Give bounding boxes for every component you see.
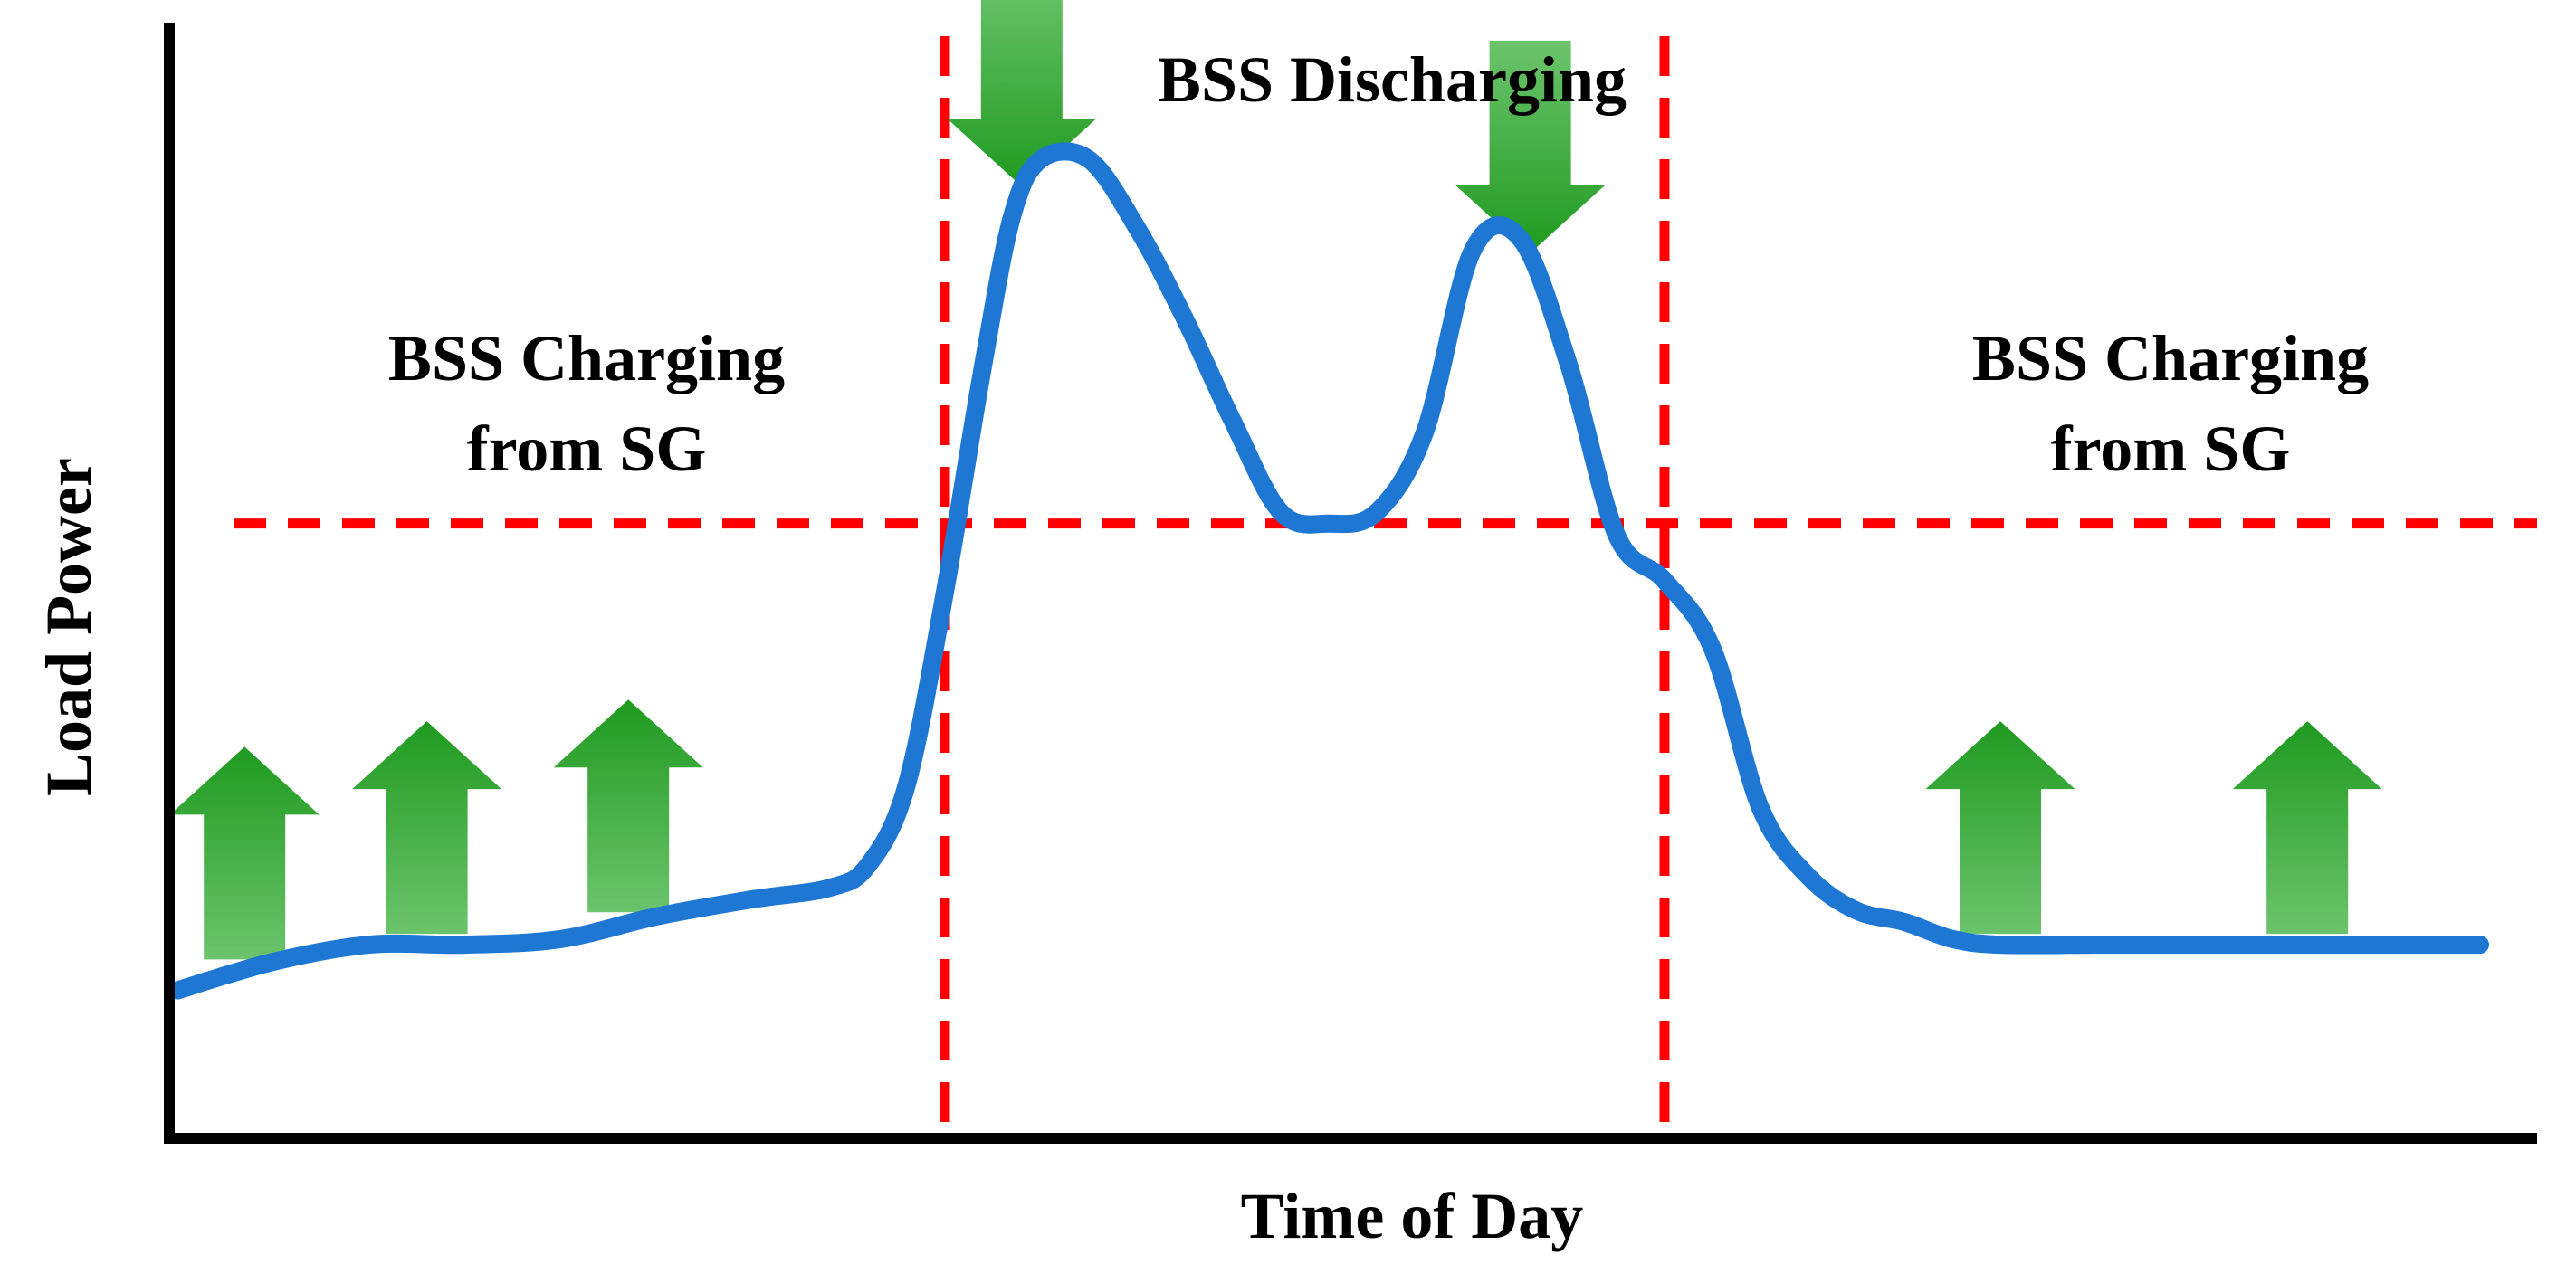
arrow-down-5 (1455, 40, 1606, 253)
region-label-1-line-2: from SG (467, 413, 707, 485)
y-axis-label: Load Power (33, 458, 105, 796)
arrow-up-7 (2232, 721, 2382, 935)
region-label-2-line-1: BSS Discharging (1158, 43, 1627, 116)
arrow-down-4 (947, 0, 1097, 187)
arrow-up-1 (169, 746, 320, 960)
arrow-up-6 (1925, 721, 2075, 935)
arrow-up-2 (352, 721, 502, 935)
region-label-3-line-2: from SG (2051, 413, 2291, 485)
region-label-1-line-1: BSS Charging (388, 322, 785, 394)
x-axis-label: Time of Day (1241, 1180, 1584, 1252)
series-line-load-power (168, 142, 2489, 1000)
arrow-up-3 (553, 699, 703, 913)
region-label-3-line-1: BSS Charging (1972, 322, 2369, 394)
